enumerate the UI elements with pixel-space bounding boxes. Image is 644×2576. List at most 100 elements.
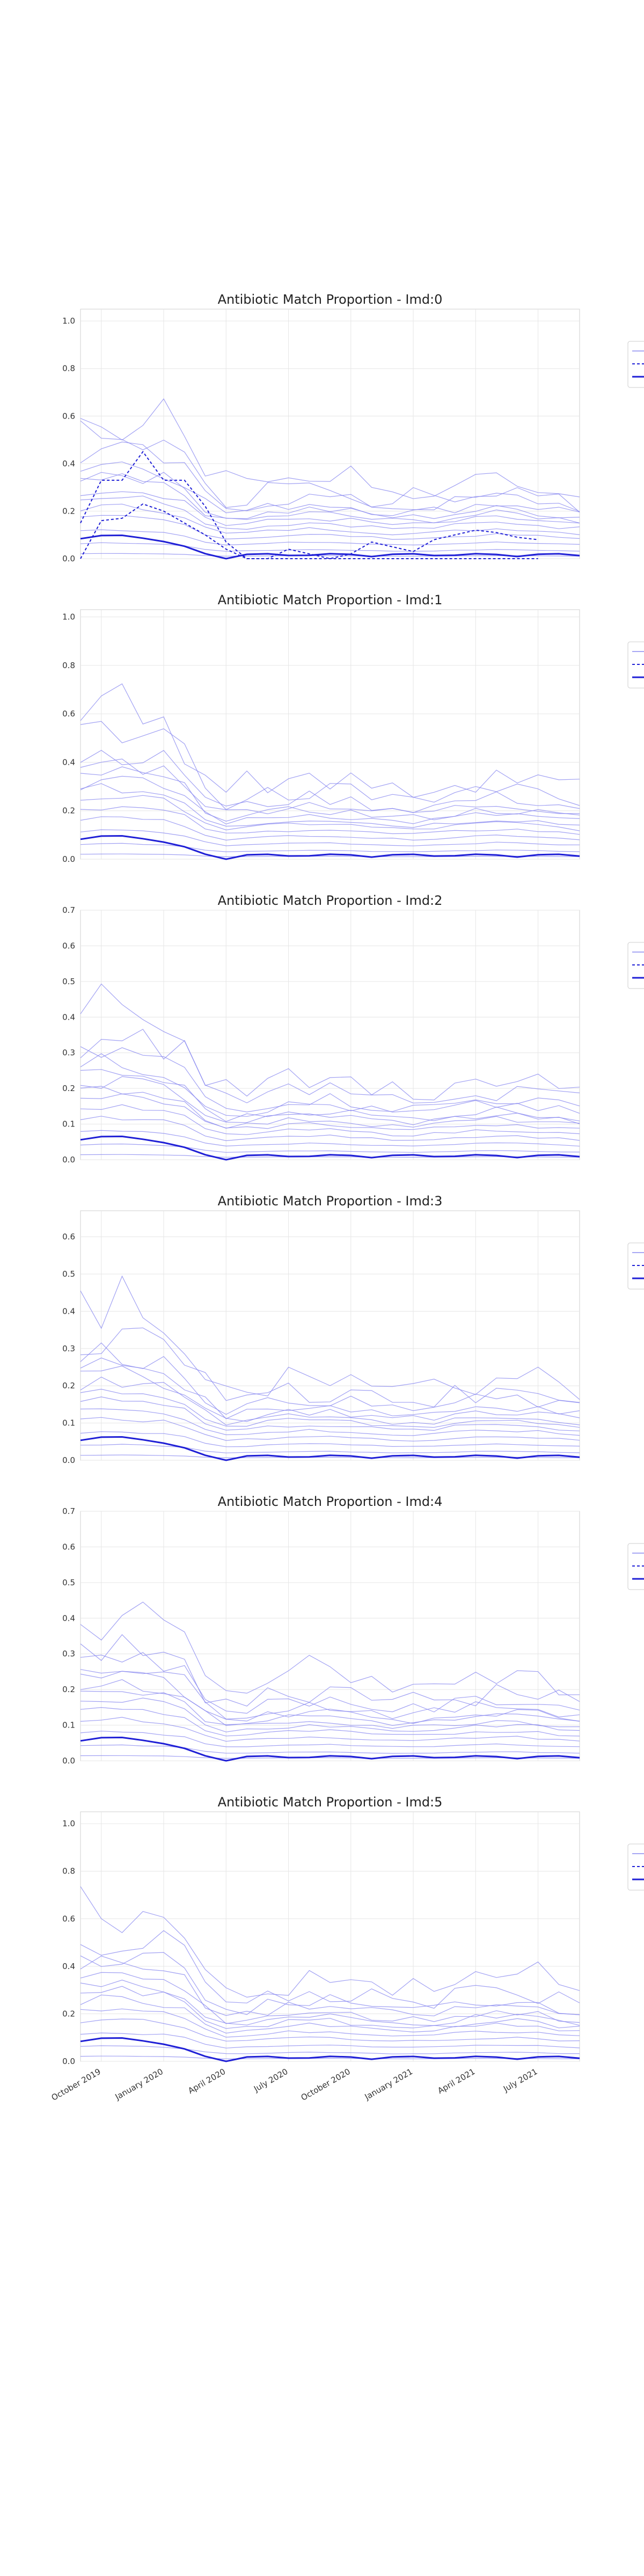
percentile-line-dashed — [80, 451, 538, 559]
x-tick-label: October 2020 — [299, 2067, 352, 2103]
y-tick-label: 0.2 — [62, 1685, 75, 1694]
y-tick-label: 0.4 — [62, 1306, 75, 1316]
median-line — [80, 1436, 580, 1461]
legend-box — [627, 1543, 644, 1590]
y-tick-label: 0.8 — [62, 661, 75, 670]
y-tick-label: 0.1 — [62, 1119, 75, 1129]
chart-panel-4: 0.0 0.1 0.2 0.3 0.4 0.5 0.6 0.7 Antibiotic Match… — [62, 1494, 644, 1766]
quantile-line — [80, 1076, 580, 1125]
quantile-line — [80, 1053, 580, 1117]
quantile-line — [80, 441, 580, 512]
quantile-line — [80, 816, 580, 841]
chart-title: Antibiotic Match Proportion - Imd:0 — [218, 292, 443, 307]
y-tick-label: 1.0 — [62, 1819, 75, 1828]
quantile-line — [80, 1154, 580, 1158]
legend-box — [627, 942, 644, 989]
quantile-line — [80, 843, 580, 852]
chart-panel-2: 0.0 0.1 0.2 0.3 0.4 0.5 0.6 0.7 Antibiotic Match… — [62, 893, 644, 1165]
legend — [627, 1843, 644, 1891]
median-line — [80, 2037, 580, 2062]
quantile-line — [80, 1143, 580, 1153]
quantile-line — [80, 2045, 580, 2054]
plot-frame — [80, 1811, 580, 2062]
quantile-line — [80, 398, 580, 499]
quantile-line — [80, 721, 580, 810]
y-tick-label: 0.3 — [62, 1048, 75, 1058]
quantile-line — [80, 1697, 580, 1732]
y-tick-label: 0.1 — [62, 1418, 75, 1428]
percentile-line-dashed — [80, 503, 538, 560]
median-line — [80, 534, 580, 560]
median-line — [80, 1135, 580, 1161]
quantile-line — [80, 1046, 580, 1113]
y-tick-label: 0.4 — [62, 1613, 75, 1623]
quantile-line — [80, 683, 580, 798]
chart-panel-5: 0.0 0.2 0.4 0.6 0.8 1.0 Antibiotic Match Propo… — [50, 1795, 644, 2103]
median-line — [80, 1736, 580, 1762]
y-tick-label: 0.8 — [62, 1867, 75, 1876]
quantile-line — [80, 1093, 580, 1130]
y-tick-label: 0.0 — [62, 1756, 75, 1766]
chart-title: Antibiotic Match Proportion - Imd:4 — [218, 1494, 443, 1509]
quantile-line — [80, 758, 580, 815]
legend — [627, 942, 644, 989]
chart-title: Antibiotic Match Proportion - Imd:5 — [218, 1795, 443, 1810]
y-tick-label: 0.4 — [62, 757, 75, 767]
y-tick-label: 0.4 — [62, 1012, 75, 1022]
quantile-line — [80, 853, 580, 858]
x-tick-label: October 2019 — [50, 2067, 103, 2103]
y-tick-label: 0.5 — [62, 977, 75, 986]
quantile-line — [80, 1744, 580, 1754]
y-tick-label: 0.0 — [62, 2057, 75, 2066]
quantile-line — [80, 1755, 580, 1759]
y-tick-label: 0.4 — [62, 1962, 75, 1971]
y-tick-label: 0.7 — [62, 1506, 75, 1516]
quantile-line — [80, 2018, 580, 2041]
quantile-line — [80, 1342, 580, 1415]
quantile-line — [80, 503, 580, 536]
quantile-line — [80, 1116, 580, 1141]
quantile-line — [80, 1377, 580, 1426]
y-tick-label: 0.2 — [62, 1084, 75, 1093]
quantile-line — [80, 1669, 580, 1719]
y-tick-label: 0.5 — [62, 1269, 75, 1279]
y-tick-label: 0.6 — [62, 1542, 75, 1552]
quantile-line — [80, 1679, 580, 1726]
y-tick-label: 0.6 — [62, 709, 75, 719]
quantile-line — [80, 1130, 580, 1147]
quantile-line — [80, 542, 580, 552]
quantile-line — [80, 2055, 580, 2059]
quantile-line — [80, 1930, 580, 2009]
y-tick-label: 0.6 — [62, 941, 75, 950]
quantile-line — [80, 1994, 580, 2034]
quantile-line — [80, 495, 580, 530]
legend — [627, 341, 644, 388]
y-tick-label: 0.1 — [62, 1721, 75, 1730]
quantile-line — [80, 1886, 580, 1998]
quantile-line — [80, 553, 580, 557]
quantile-line — [80, 829, 580, 846]
quantile-line — [80, 515, 580, 540]
chart-title: Antibiotic Match Proportion - Imd:3 — [218, 1194, 443, 1209]
quantile-line — [80, 775, 580, 825]
quantile-line — [80, 1454, 580, 1458]
x-tick-label: July 2021 — [501, 2067, 539, 2094]
chart-panel-1: 0.0 0.2 0.4 0.6 0.8 1.0 Antibiotic Match Propo… — [62, 592, 644, 864]
y-tick-label: 0.4 — [62, 459, 75, 469]
quantile-line — [80, 1690, 580, 1729]
y-tick-label: 0.3 — [62, 1649, 75, 1659]
quantile-line — [80, 1634, 580, 1707]
quantile-line — [80, 1417, 580, 1441]
quantile-line — [80, 1029, 580, 1103]
y-tick-label: 0.6 — [62, 1232, 75, 1242]
quantile-line — [80, 1601, 580, 1695]
y-tick-label: 0.5 — [62, 1578, 75, 1587]
legend — [627, 641, 644, 689]
quantile-line — [80, 1956, 580, 2016]
y-tick-label: 0.6 — [62, 411, 75, 421]
y-tick-label: 1.0 — [62, 316, 75, 326]
quantile-line — [80, 1388, 580, 1428]
y-tick-label: 0.0 — [62, 1155, 75, 1165]
quantile-line — [80, 1396, 580, 1431]
